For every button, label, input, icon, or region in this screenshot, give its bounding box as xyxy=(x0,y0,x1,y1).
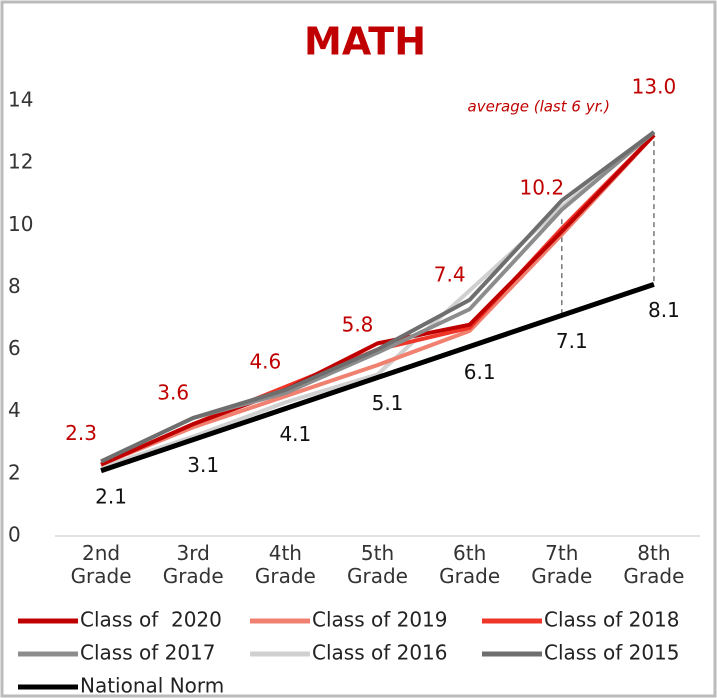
x-tick-label: 3rd Grade xyxy=(162,541,224,588)
legend-label: Class of 2018 xyxy=(544,608,680,632)
y-tick-label: 12 xyxy=(8,150,33,174)
series-line xyxy=(100,130,656,464)
y-tick-label: 10 xyxy=(8,212,33,236)
legend-label: Class of 2017 xyxy=(80,641,216,665)
y-tick-label: 6 xyxy=(8,336,21,360)
data-label: 3.1 xyxy=(187,453,219,477)
legend-label: Class of 2015 xyxy=(544,641,680,665)
series-line xyxy=(100,133,656,467)
series-line xyxy=(100,130,656,470)
series-line xyxy=(100,133,656,467)
series-line xyxy=(100,281,655,474)
x-tick-label: 2nd Grade xyxy=(70,541,132,588)
y-tick-label: 0 xyxy=(8,523,21,547)
average-label: 7.4 xyxy=(434,263,466,287)
x-tick-label: 8th Grade xyxy=(623,541,685,588)
average-label: 13.0 xyxy=(632,75,677,99)
data-label: 8.1 xyxy=(648,298,680,322)
data-label: 7.1 xyxy=(556,329,588,353)
legend-label: Class of 2019 xyxy=(312,608,448,632)
chart-title: MATH xyxy=(304,20,426,64)
data-label: 5.1 xyxy=(372,391,404,415)
x-tick-label: 4th Grade xyxy=(254,541,316,588)
average-label: 4.6 xyxy=(249,350,281,374)
legend-label: Class of 2020 xyxy=(80,608,222,632)
series-line xyxy=(100,133,656,467)
y-tick-label: 2 xyxy=(8,460,21,484)
y-tick-label: 4 xyxy=(8,398,21,422)
y-tick-label: 14 xyxy=(8,88,33,112)
legend-label: Class of 2016 xyxy=(312,641,448,665)
data-label: 2.1 xyxy=(95,484,127,508)
annotation: average (last 6 yr.) xyxy=(468,98,610,116)
x-tick-label: 5th Grade xyxy=(347,541,408,588)
average-label: 5.8 xyxy=(342,312,374,336)
average-label: 2.3 xyxy=(65,421,97,445)
x-tick-label: 7th Grade xyxy=(531,541,593,588)
data-label: 6.1 xyxy=(464,360,496,384)
x-tick-label: 6th Grade xyxy=(439,541,501,588)
data-label: 4.1 xyxy=(279,422,311,446)
y-tick-label: 8 xyxy=(8,274,21,298)
legend-label: National Norm xyxy=(80,674,224,698)
average-label: 3.6 xyxy=(157,381,189,405)
average-label: 10.2 xyxy=(520,176,565,200)
